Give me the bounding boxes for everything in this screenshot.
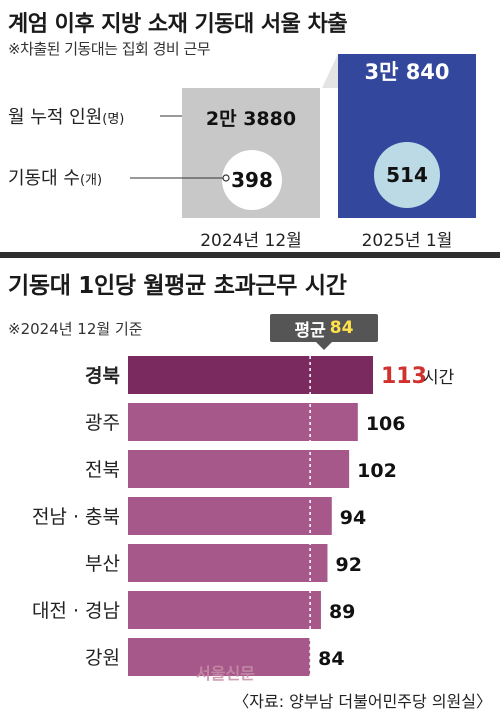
leader-lines — [130, 54, 338, 182]
category-label-3: 전남 · 충북 — [32, 506, 120, 528]
section2-note: ※2024년 12월 기준 — [8, 320, 143, 338]
category-label-2: 전북 — [85, 459, 120, 481]
period-label-dec: 2024년 12월 — [200, 231, 302, 251]
count-unit-text: (개) — [79, 173, 103, 188]
average-badge: 평균 84 — [270, 314, 378, 342]
value-unit-label: 시간 — [423, 368, 455, 388]
average-value: 84 — [329, 318, 354, 338]
category-label-5: 대전 · 경남 — [32, 600, 120, 622]
section1-title: 계엄 이후 지방 소재 기동대 서울 차출 — [8, 12, 348, 37]
section2-title: 기동대 1인당 월평균 초과근무 시간 — [8, 273, 347, 299]
value-label-1: 106 — [366, 413, 406, 435]
value-label-3: 94 — [340, 507, 366, 529]
category-label-0: 경북 — [85, 365, 120, 387]
section1-note: ※차출된 기동대는 집회 경비 근무 — [8, 40, 211, 58]
value-label-0: 113 — [381, 364, 427, 389]
monthly-label-text: 월 누적 인원 — [8, 107, 103, 128]
units-value-jan: 514 — [386, 163, 428, 187]
bar-3 — [128, 497, 332, 535]
bar-5 — [128, 591, 321, 629]
value-label-2: 102 — [357, 460, 397, 482]
bar-1 — [128, 403, 358, 441]
value-label-4: 92 — [335, 554, 361, 576]
bar-4 — [128, 544, 328, 582]
average-pointer — [316, 342, 332, 350]
period-label-jan: 2025년 1월 — [361, 231, 453, 251]
units-value-dec: 398 — [231, 168, 273, 192]
value-label-5: 89 — [329, 601, 355, 623]
count-leader-dot — [222, 174, 230, 182]
average-label: 평균 — [294, 320, 326, 341]
units-circle-dec: 398 — [222, 150, 282, 210]
bar-0 — [128, 356, 373, 394]
count-row-label: 기동대 수(개) — [8, 164, 102, 190]
source-note: 〈자료: 양부남 더불어민주당 의원실〉 — [233, 692, 492, 711]
monthly-value-dec: 2만 3880 — [205, 108, 297, 130]
monthly-row-label: 월 누적 인원(명) — [8, 103, 124, 129]
monthly-value-jan: 3만 840 — [364, 60, 450, 84]
monthly-unit-text: (명) — [102, 112, 125, 127]
bar-2 — [128, 450, 350, 488]
category-label-6: 강원 — [85, 647, 120, 669]
count-label-text: 기동대 수 — [8, 168, 80, 189]
units-circle-jan: 514 — [374, 142, 440, 208]
value-label-6: 84 — [318, 648, 344, 670]
bar-6 — [128, 638, 311, 676]
category-label-1: 광주 — [85, 412, 120, 434]
category-label-4: 부산 — [85, 553, 120, 575]
section-divider — [0, 252, 500, 258]
watermark-logo: 서울신문 — [196, 664, 255, 683]
growth-connector — [322, 54, 338, 88]
